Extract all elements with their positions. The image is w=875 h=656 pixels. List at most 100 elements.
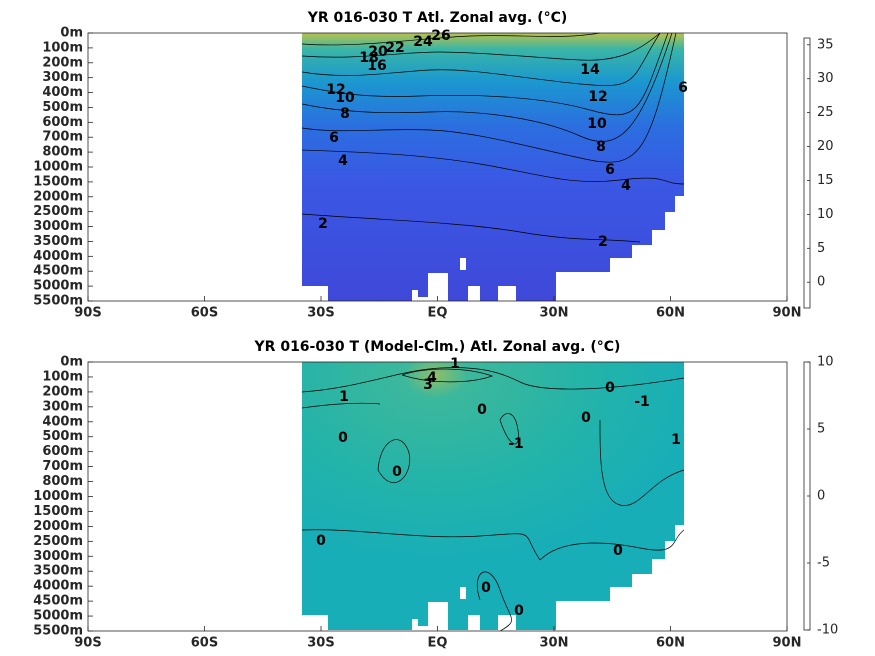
contour-label: 14 [580,62,600,78]
y-tick-label: 3000m [33,549,83,564]
colorbar-tick-label: 20 [817,139,834,154]
y-tick-label: 600m [42,444,83,459]
y-tick-label: 500m [42,429,83,444]
contour-label: 18 [359,50,378,66]
field [302,362,684,630]
y-tick-label: 3500m [33,234,83,249]
y-tick-label: 600m [42,115,83,130]
mask [428,273,448,301]
mask [302,286,328,301]
x-tick-label: 60N [656,636,685,651]
y-tick-label: 5500m [33,624,83,639]
contour-label: 10 [335,90,355,106]
y-tick-label: 4500m [33,264,83,279]
contour-label: 0 [316,533,326,549]
y-tick-label: 5000m [33,279,83,294]
contour-label: 26 [431,28,450,44]
colorbar-tick-label: 5 [817,422,825,437]
mask [412,619,418,630]
contour-label: 22 [385,40,404,56]
chart-title: YR 016-030 T (Model-Clm.) Atl. Zonal avg… [254,339,621,355]
x-tick-label: 30S [307,306,334,321]
contour-label: 0 [481,580,491,596]
contour-line [301,213,641,243]
y-tick-label: 100m [42,40,83,55]
contour-line [301,402,381,409]
mask [468,615,480,630]
contour-label: 6 [605,162,615,178]
contour-label: 8 [340,106,350,122]
y-tick-label: 4500m [33,594,83,609]
colorbar-tick-label: -5 [817,556,830,571]
y-tick-label: 500m [42,100,83,115]
y-tick-label: 400m [42,414,83,429]
y-tick-label: 700m [42,459,83,474]
chart-title: YR 016-030 T Atl. Zonal avg. (°C) [307,10,568,26]
contour-label: 1 [339,389,349,405]
contour-label: 3 [423,377,433,393]
x-tick-label: 60S [191,636,218,651]
colorbar-tick-label: 25 [817,105,834,120]
x-tick-label: 60N [656,306,685,321]
contour-label: -1 [634,394,650,410]
y-tick-label: 200m [42,55,83,70]
mask [498,286,516,301]
contour-label: 20 [368,44,388,60]
colorbar-tick-label: 15 [817,173,834,188]
colorbar-tick-label: 0 [817,489,825,504]
contour-label: 0 [581,410,591,426]
contour-label: 4 [427,370,437,386]
contour-line [301,32,661,86]
mask [418,297,428,301]
contour-line [301,32,601,46]
contour-label: 8 [596,139,606,155]
y-tick-label: 4000m [33,249,83,264]
y-tick-label: 1000m [33,489,83,504]
mask [428,602,448,630]
contour-label: 0 [613,543,623,559]
y-tick-label: 2000m [33,189,83,204]
contour-label: 0 [477,402,487,418]
contour-label: 4 [338,153,348,169]
contour-label: 6 [678,80,688,96]
colorbar-tick-label: 0 [817,275,825,290]
y-tick-label: 0m [60,26,83,41]
y-tick-label: 0m [60,355,83,370]
y-tick-label: 5000m [33,609,83,624]
field [302,33,684,301]
x-tick-label: EQ [428,636,448,651]
mask [302,615,328,630]
x-tick-label: 90S [74,306,101,321]
x-tick-label: 90N [773,306,802,321]
colorbar-tick-label: 10 [817,355,834,370]
mask [460,587,466,599]
y-tick-label: 2000m [33,519,83,534]
mask [460,258,466,270]
contour-label: 0 [338,430,348,446]
contour-label: 24 [413,34,433,50]
y-tick-label: 2500m [33,204,83,219]
x-tick-label: EQ [428,306,448,321]
mask [418,626,428,630]
y-tick-label: 3000m [33,219,83,234]
x-tick-label: 30N [540,636,569,651]
panels: YR 016-030 T Atl. Zonal avg. (°C) 90S 60S 3… [33,10,838,651]
contour-label: 1 [671,432,681,448]
mask [412,290,418,301]
colorbar-tick-label: -10 [817,623,838,638]
contour-label: 0 [392,464,402,480]
y-tick-label: 1500m [33,504,83,519]
contour-line [301,32,677,163]
y-tick-label: 100m [42,369,83,384]
x-tick-label: 30N [540,306,569,321]
contour-label: 2 [318,216,328,232]
y-tick-label: 200m [42,384,83,399]
y-tick-label: 3500m [33,564,83,579]
contour-line [301,149,685,185]
colorbar-tick-label: 35 [817,37,834,52]
contour-label: 0 [514,603,524,619]
y-tick-label: 800m [42,474,83,489]
mask [468,286,480,301]
y-tick-label: 300m [42,399,83,414]
colorbar-tick-label: 10 [817,207,834,222]
